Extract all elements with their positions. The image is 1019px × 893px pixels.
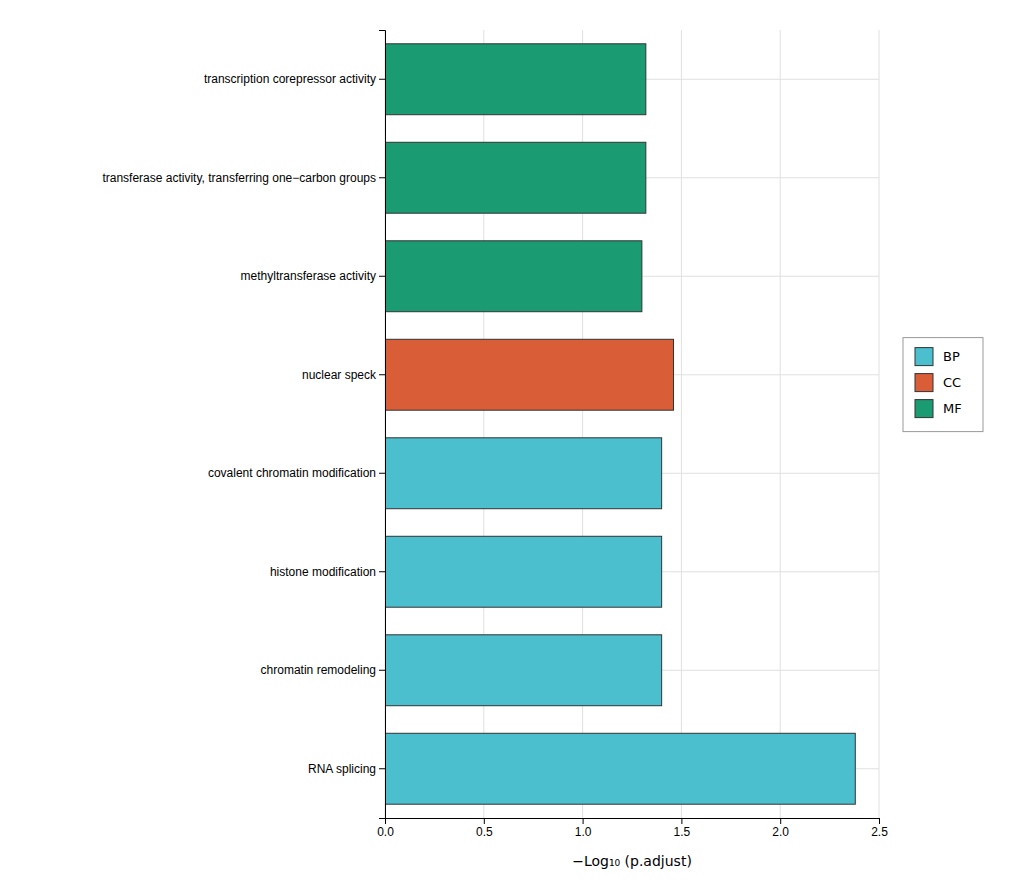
y-tick-label: methyltransferase activity bbox=[241, 269, 376, 283]
bar bbox=[385, 733, 855, 804]
x-tick: 0.5 bbox=[476, 818, 493, 839]
grid bbox=[385, 30, 879, 818]
legend-label: BP bbox=[943, 349, 960, 364]
y-axis: RNA splicing chromatin remodeling histone … bbox=[102, 31, 385, 819]
grid-line-x bbox=[879, 30, 880, 818]
y-tick: chromatin remodeling bbox=[261, 663, 385, 677]
x-tick-label: 0.0 bbox=[377, 825, 394, 839]
x-tick-mark bbox=[681, 818, 682, 824]
x-tick-label: 2.0 bbox=[772, 825, 789, 839]
bar bbox=[385, 142, 646, 213]
y-tick-mark bbox=[379, 374, 385, 375]
legend-swatch bbox=[915, 374, 933, 392]
legend-item: MF bbox=[915, 400, 962, 418]
plot: 0.0 0.5 1.0 1.5 2.0 2.5 RNA splicing chromatin … bbox=[102, 30, 983, 869]
y-tick-mark bbox=[379, 571, 385, 572]
y-tick-mark bbox=[379, 473, 385, 474]
x-tick-label: 0.5 bbox=[476, 825, 493, 839]
legend-item: BP bbox=[915, 348, 960, 366]
legend: BP CC MF bbox=[903, 338, 983, 432]
x-tick: 2.5 bbox=[871, 818, 888, 839]
x-tick-label: 1.5 bbox=[674, 825, 691, 839]
y-tick-label: covalent chromatin modification bbox=[208, 466, 376, 480]
y-axis-line bbox=[379, 31, 386, 819]
bar bbox=[385, 438, 662, 509]
bar bbox=[385, 44, 646, 115]
x-tick-mark bbox=[879, 818, 880, 824]
x-tick: 0.0 bbox=[377, 818, 394, 839]
x-axis-title: −Log₁₀ (p.adjust) bbox=[572, 853, 692, 869]
y-tick-label: chromatin remodeling bbox=[261, 663, 376, 677]
chart: 0.0 0.5 1.0 1.5 2.0 2.5 RNA splicing chromatin … bbox=[0, 0, 1019, 893]
x-tick-label: 1.0 bbox=[575, 825, 592, 839]
bar bbox=[385, 339, 673, 410]
y-tick: histone modification bbox=[270, 565, 385, 579]
bar bbox=[385, 635, 662, 706]
x-tick: 1.0 bbox=[575, 818, 592, 839]
y-tick-mark bbox=[379, 177, 385, 178]
legend-swatch bbox=[915, 400, 933, 418]
bars bbox=[385, 44, 855, 804]
grid-line-x bbox=[780, 30, 781, 818]
x-tick-mark bbox=[780, 818, 781, 824]
legend-swatch bbox=[915, 348, 933, 366]
legend-label: MF bbox=[943, 401, 962, 416]
legend-label: CC bbox=[943, 375, 961, 390]
y-tick-label: nuclear speck bbox=[302, 368, 377, 382]
x-tick: 2.0 bbox=[772, 818, 789, 839]
y-tick: transferase activity, transferring one−c… bbox=[102, 171, 385, 185]
legend-item: CC bbox=[915, 374, 961, 392]
y-tick: transcription corepressor activity bbox=[204, 72, 385, 86]
y-tick: methyltransferase activity bbox=[241, 269, 385, 283]
x-tick: 1.5 bbox=[674, 818, 691, 839]
y-tick-mark bbox=[379, 276, 385, 277]
grid-line-x bbox=[681, 30, 682, 818]
x-tick-mark bbox=[583, 818, 584, 824]
y-tick-label: transferase activity, transferring one−c… bbox=[102, 171, 376, 185]
y-tick: nuclear speck bbox=[302, 368, 385, 382]
y-tick-label: RNA splicing bbox=[308, 762, 376, 776]
x-tick-mark bbox=[484, 818, 485, 824]
y-tick-mark bbox=[379, 79, 385, 80]
x-tick-label: 2.5 bbox=[871, 825, 888, 839]
y-tick: covalent chromatin modification bbox=[208, 466, 385, 480]
legend-frame bbox=[903, 338, 983, 432]
y-tick-mark bbox=[379, 670, 385, 671]
y-tick-label: histone modification bbox=[270, 565, 376, 579]
y-tick-label: transcription corepressor activity bbox=[204, 72, 376, 86]
x-axis-line bbox=[386, 819, 880, 825]
bar bbox=[385, 536, 662, 607]
bar bbox=[385, 241, 642, 312]
y-tick: RNA splicing bbox=[308, 762, 385, 776]
y-tick-mark bbox=[379, 768, 385, 769]
x-axis: 0.0 0.5 1.0 1.5 2.0 2.5 bbox=[377, 818, 888, 839]
